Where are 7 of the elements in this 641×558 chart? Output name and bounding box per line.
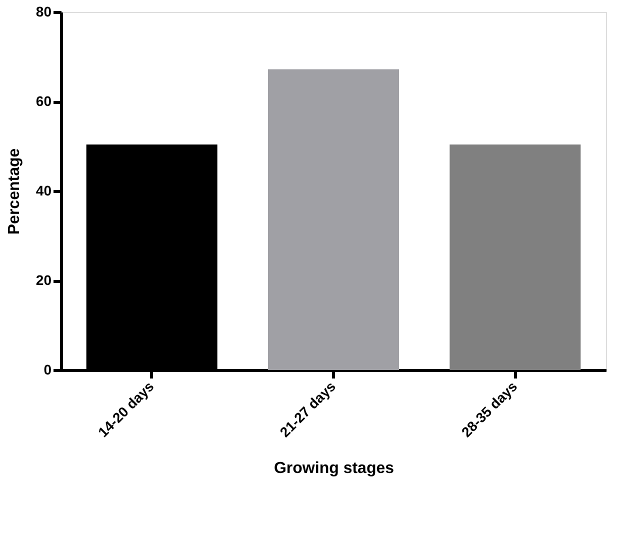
y-tick-label: 60 — [36, 93, 52, 109]
y-tick-label: 40 — [36, 182, 52, 198]
y-tick-label: 20 — [36, 272, 52, 288]
y-tick-label: 80 — [36, 4, 52, 20]
y-tick-label: 0 — [44, 362, 52, 378]
y-axis-title: Percentage — [6, 148, 23, 235]
x-axis-title: Growing stages — [274, 460, 394, 478]
